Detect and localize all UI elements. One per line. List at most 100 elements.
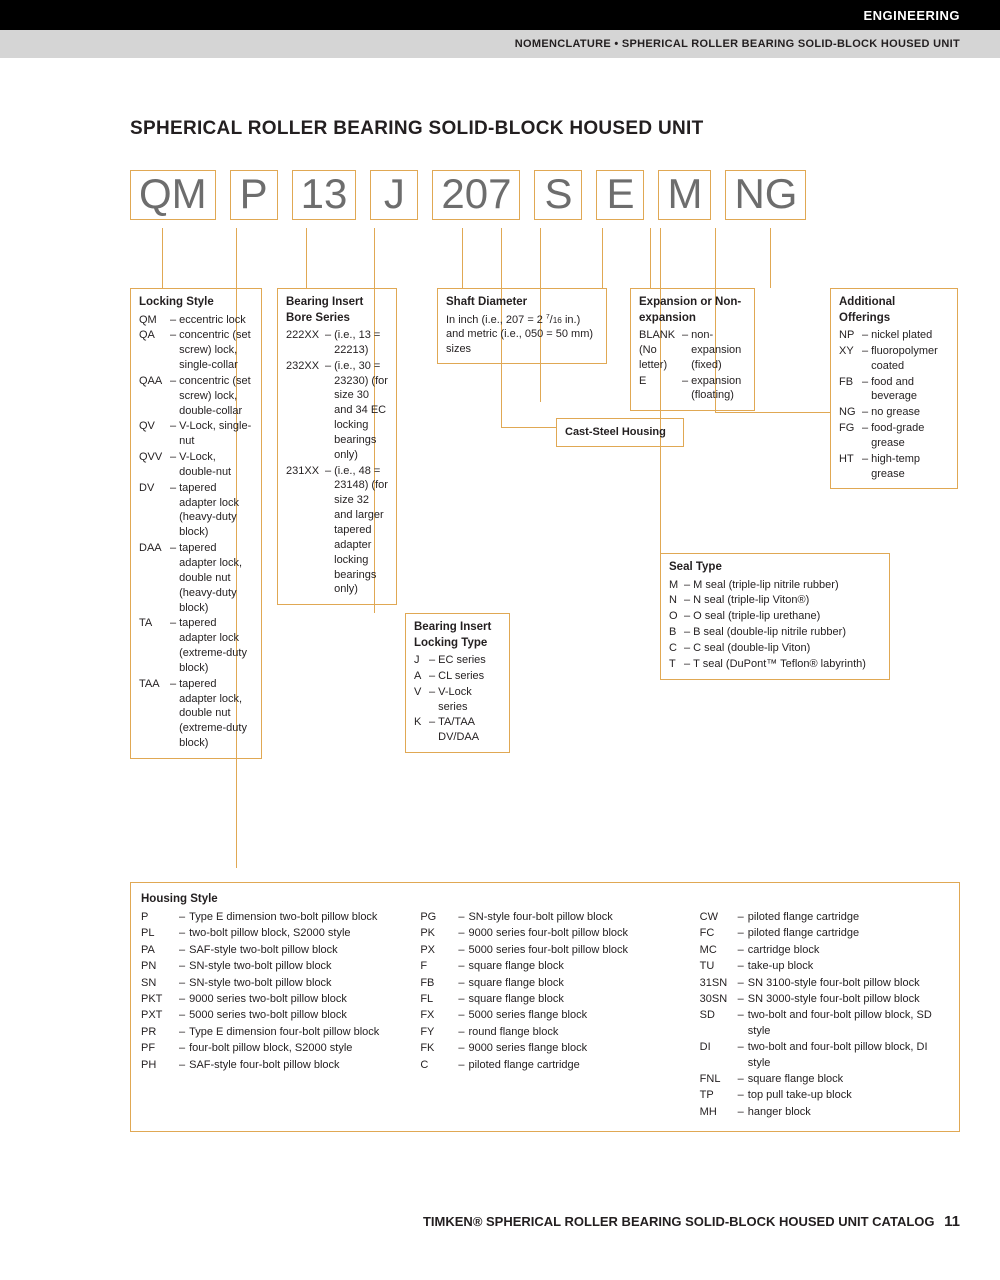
housing-row: PA–SAF-style two-bolt pillow block (141, 943, 390, 958)
definition-row: XY–fluoropolymer coated (839, 344, 949, 374)
definition-desc: V-Lock, single-nut (179, 419, 253, 449)
housing-row: 31SN–SN 3100-style four-bolt pillow bloc… (700, 976, 949, 991)
housing-row: PL–two-bolt pillow block, S2000 style (141, 926, 390, 941)
definition-desc: concentric (set screw) lock, single-coll… (179, 328, 253, 373)
definition-code: NP (839, 328, 859, 343)
definition-row: QM–eccentric lock (139, 313, 253, 328)
definition-code: QM (139, 313, 167, 328)
housing-row: DI–two-bolt and four-bolt pillow block, … (700, 1040, 949, 1071)
definition-row: FG–food-grade grease (839, 421, 949, 451)
housing-row: FX–5000 series flange block (420, 1008, 669, 1023)
definition-desc: (i.e., 13 = 22213) (334, 328, 388, 358)
housing-col-1: P–Type E dimension two-bolt pillow block… (141, 910, 390, 1121)
definition-row: J–EC series (414, 653, 501, 668)
definition-row: DAA–tapered adapter lock, double nut (he… (139, 541, 253, 615)
definition-row: NG–no grease (839, 405, 949, 420)
definition-row: A–CL series (414, 669, 501, 684)
definition-row: E–expansion (floating) (639, 374, 746, 404)
housing-row: MH–hanger block (700, 1105, 949, 1120)
housing-row: PH–SAF-style four-bolt pillow block (141, 1058, 390, 1073)
seal-type-box: Seal Type M–M seal (triple-lip nitrile r… (660, 553, 890, 680)
definition-code: M (669, 578, 681, 593)
housing-col-3: CW–piloted flange cartridgeFC–piloted fl… (700, 910, 949, 1121)
definition-row: 231XX–(i.e., 48 = 23148) (for size 32 an… (286, 464, 388, 598)
page-content: SPHERICAL ROLLER BEARING SOLID-BLOCK HOU… (0, 58, 1000, 1132)
code-s: S (534, 170, 582, 220)
definition-code: N (669, 593, 681, 608)
definition-row: BLANK (No letter)–non-expansion (fixed) (639, 328, 746, 373)
housing-row: C–piloted flange cartridge (420, 1058, 669, 1073)
definition-desc: high-temp grease (871, 452, 949, 482)
definition-code: QAA (139, 374, 167, 419)
connector (715, 412, 830, 413)
housing-row: SD–two-bolt and four-bolt pillow block, … (700, 1008, 949, 1039)
definition-code: NG (839, 405, 859, 420)
code-13: 13 (292, 170, 357, 220)
definition-row: N–N seal (triple-lip Viton®) (669, 593, 881, 608)
housing-row: PG–SN-style four-bolt pillow block (420, 910, 669, 925)
definitions-area: Locking Style QM–eccentric lockQA–concen… (130, 228, 960, 878)
definition-code: T (669, 657, 681, 672)
definition-row: QVV–V-Lock, double-nut (139, 450, 253, 480)
definition-desc: TA/TAA DV/DAA (438, 715, 501, 745)
code-207: 207 (432, 170, 520, 220)
locking-type-heading: Bearing Insert Locking Type (414, 620, 501, 651)
housing-row: FY–round flange block (420, 1025, 669, 1040)
definition-desc: EC series (438, 653, 501, 668)
footer-text: TIMKEN® SPHERICAL ROLLER BEARING SOLID-B… (423, 1214, 935, 1229)
definition-desc: nickel plated (871, 328, 949, 343)
definition-row: QV–V-Lock, single-nut (139, 419, 253, 449)
shaft-diameter-heading: Shaft Diameter (446, 295, 598, 311)
code-j: J (370, 170, 418, 220)
connector (306, 228, 307, 288)
definition-row: 232XX–(i.e., 30 = 23230) (for size 30 an… (286, 359, 388, 463)
locking-style-heading: Locking Style (139, 295, 253, 311)
page-footer: TIMKEN® SPHERICAL ROLLER BEARING SOLID-B… (423, 1213, 960, 1230)
housing-row: FL–square flange block (420, 992, 669, 1007)
shaft-diameter-box: Shaft Diameter In inch (i.e., 207 = 2 7/… (437, 288, 607, 364)
code-qm: QM (130, 170, 216, 220)
cast-steel-housing-box: Cast-Steel Housing (556, 418, 684, 447)
connector (650, 228, 651, 288)
housing-row: P–Type E dimension two-bolt pillow block (141, 910, 390, 925)
definition-code: O (669, 609, 681, 624)
housing-row: PK–9000 series four-bolt pillow block (420, 926, 669, 941)
definition-desc: B seal (double-lip nitrile rubber) (693, 625, 881, 640)
breadcrumb-bar: NOMENCLATURE • SPHERICAL ROLLER BEARING … (0, 30, 1000, 58)
housing-row: FK–9000 series flange block (420, 1041, 669, 1056)
housing-row: F–square flange block (420, 959, 669, 974)
definition-desc: (i.e., 30 = 23230) (for size 30 and 34 E… (334, 359, 388, 463)
section-label: ENGINEERING (863, 8, 960, 23)
definition-code: TAA (139, 677, 167, 751)
housing-row: TP–top pull take-up block (700, 1088, 949, 1103)
definition-row: FB–food and beverage (839, 375, 949, 405)
definition-code: QVV (139, 450, 167, 480)
definition-desc: C seal (double-lip Viton) (693, 641, 881, 656)
definition-row: V–V-Lock series (414, 685, 501, 715)
housing-row: FNL–square flange block (700, 1072, 949, 1087)
housing-row: FB–square flange block (420, 976, 669, 991)
code-p: P (230, 170, 278, 220)
definition-desc: fluoropolymer coated (871, 344, 949, 374)
definition-desc: tapered adapter lock, double nut (extrem… (179, 677, 253, 751)
definition-code: TA (139, 616, 167, 675)
definition-desc: tapered adapter lock (heavy-duty block) (179, 481, 253, 540)
definition-row: TA–tapered adapter lock (extreme-duty bl… (139, 616, 253, 675)
code-m: M (658, 170, 711, 220)
definition-row: B–B seal (double-lip nitrile rubber) (669, 625, 881, 640)
definition-row: M–M seal (triple-lip nitrile rubber) (669, 578, 881, 593)
housing-row: PN–SN-style two-bolt pillow block (141, 959, 390, 974)
housing-row: 30SN–SN 3000-style four-bolt pillow bloc… (700, 992, 949, 1007)
housing-row: PX–5000 series four-bolt pillow block (420, 943, 669, 958)
definition-desc: concentric (set screw) lock, double-coll… (179, 374, 253, 419)
definition-row: C–C seal (double-lip Viton) (669, 641, 881, 656)
housing-row: PKT–9000 series two-bolt pillow block (141, 992, 390, 1007)
housing-col-2: PG–SN-style four-bolt pillow blockPK–900… (420, 910, 669, 1121)
breadcrumb: NOMENCLATURE • SPHERICAL ROLLER BEARING … (515, 38, 960, 50)
definition-desc: (i.e., 48 = 23148) (for size 32 and larg… (334, 464, 388, 598)
definition-desc: tapered adapter lock, double nut (heavy-… (179, 541, 253, 615)
definition-code: A (414, 669, 426, 684)
definition-desc: O seal (triple-lip urethane) (693, 609, 881, 624)
connector (602, 228, 603, 288)
definition-code: B (669, 625, 681, 640)
